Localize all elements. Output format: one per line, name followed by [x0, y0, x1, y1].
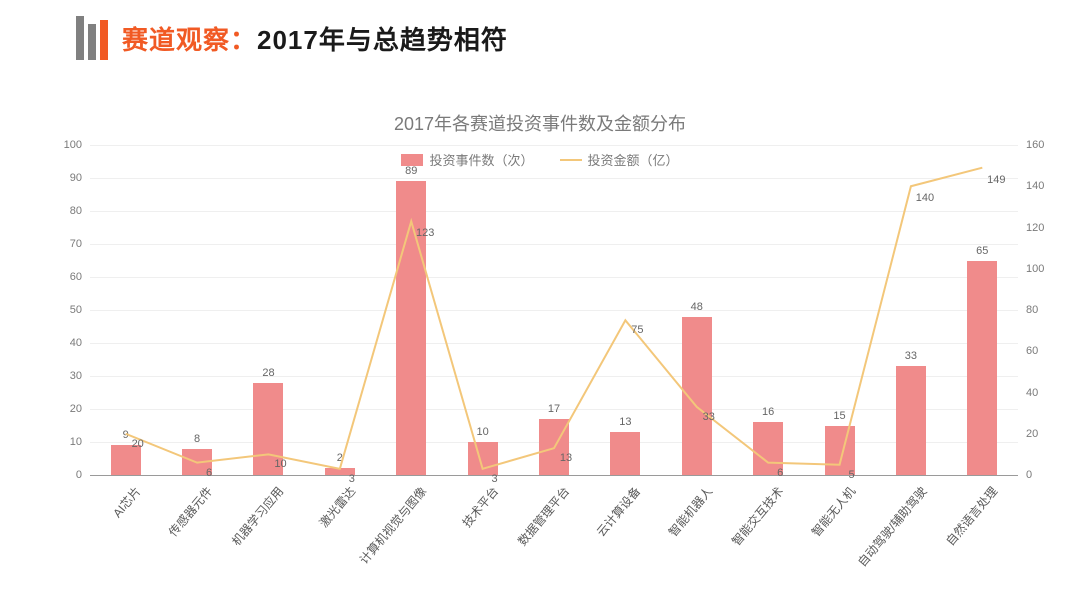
y-left-tick: 10	[70, 436, 90, 448]
line-value-label: 6	[777, 467, 783, 479]
x-category-label: 自然语言处理	[942, 483, 1001, 549]
y-left-tick: 90	[70, 172, 90, 184]
y-left-tick: 80	[70, 205, 90, 217]
y-right-tick: 80	[1018, 304, 1038, 316]
y-right-tick: 40	[1018, 387, 1038, 399]
y-right-tick: 100	[1018, 263, 1044, 275]
line-value-label: 33	[703, 411, 715, 423]
line-value-label: 149	[987, 174, 1005, 186]
x-category-label: 智能机器人	[664, 483, 716, 540]
line-value-label: 10	[274, 458, 286, 470]
y-right-tick: 120	[1018, 222, 1044, 234]
y-right-tick: 0	[1018, 469, 1032, 481]
line-value-label: 20	[132, 438, 144, 450]
y-right-tick: 60	[1018, 345, 1038, 357]
line-value-label: 75	[631, 324, 643, 336]
x-category-label: 数据管理平台	[514, 483, 573, 549]
x-category-label: AI芯片	[109, 483, 145, 521]
x-category-label: 机器学习应用	[228, 483, 287, 549]
y-left-tick: 50	[70, 304, 90, 316]
chart-title: 2017年各赛道投资事件数及金额分布	[0, 110, 1080, 136]
x-category-label: 自动驾驶/辅助驾驶	[853, 483, 930, 570]
line-value-label: 3	[492, 473, 498, 485]
line-value-label: 123	[416, 227, 434, 239]
y-left-tick: 100	[64, 139, 90, 151]
y-left-tick: 40	[70, 337, 90, 349]
line-value-label: 5	[848, 469, 854, 481]
x-category-label: 云计算设备	[593, 483, 645, 540]
y-right-tick: 140	[1018, 180, 1044, 192]
y-left-tick: 0	[76, 469, 90, 481]
y-left-tick: 30	[70, 370, 90, 382]
slide-header: 赛道观察： 2017年与总趋势相符	[0, 18, 508, 58]
x-category-label: 技术平台	[458, 483, 502, 531]
line-layer	[90, 145, 1018, 475]
x-category-label: 智能无人机	[807, 483, 859, 540]
y-right-tick: 20	[1018, 428, 1038, 440]
x-category-label: 激光雷达	[315, 483, 359, 531]
title-orange: 赛道观察：	[122, 20, 257, 57]
line-value-label: 6	[206, 467, 212, 479]
line-value-label: 3	[349, 473, 355, 485]
header-accent-bars	[0, 16, 108, 60]
line-value-label: 140	[916, 192, 934, 204]
x-category-label: 传感器元件	[164, 483, 216, 540]
x-category-label: 智能交互技术	[728, 483, 787, 549]
line-value-label: 13	[560, 452, 572, 464]
chart-plot-area: 0102030405060708090100020406080100120140…	[90, 145, 1018, 475]
x-category-label: 计算机视觉与图像	[356, 483, 431, 567]
y-left-tick: 20	[70, 403, 90, 415]
y-right-tick: 160	[1018, 139, 1044, 151]
y-left-tick: 60	[70, 271, 90, 283]
y-left-tick: 70	[70, 238, 90, 250]
title-black: 2017年与总趋势相符	[257, 20, 508, 57]
